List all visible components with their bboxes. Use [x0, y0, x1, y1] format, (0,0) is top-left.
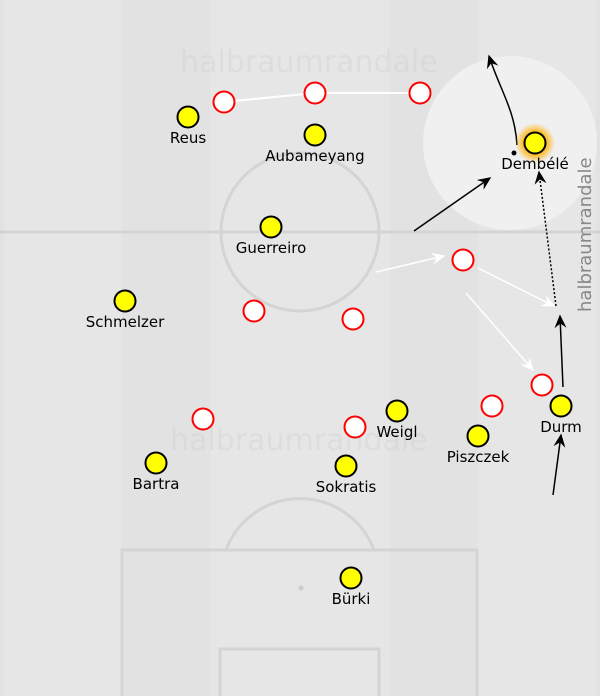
- durm-run-arrow-lower: [552, 433, 566, 496]
- opponent-marker: [191, 407, 215, 431]
- opponents: [191, 81, 554, 439]
- player-name: Aubameyang: [265, 147, 364, 165]
- player-marker: [176, 105, 200, 129]
- player-marker: [144, 451, 168, 475]
- player: Dembélé: [501, 131, 569, 173]
- watermark-vertical: halbraumrandale: [575, 157, 596, 312]
- player-marker: [466, 424, 490, 448]
- player-name: Dembélé: [501, 155, 569, 173]
- player-marker: [259, 215, 283, 239]
- player: Schmelzer: [86, 289, 165, 331]
- penalty-spot: [298, 585, 304, 591]
- watermark-top: halbraumrandale: [180, 45, 438, 80]
- player-marker: [334, 454, 358, 478]
- opponent-marker: [451, 248, 475, 272]
- opponent-marker: [530, 373, 554, 397]
- dembele-run-arrow: [486, 54, 518, 146]
- player: Reus: [170, 105, 206, 147]
- player-name: Schmelzer: [86, 313, 165, 331]
- space-highlight: [423, 56, 597, 230]
- player-marker: [549, 394, 573, 418]
- run-arrow: [413, 177, 492, 232]
- player-marker: [113, 289, 137, 313]
- player: Sokratis: [316, 454, 377, 496]
- opponent-marker: [341, 307, 365, 331]
- player-name: Bartra: [133, 475, 180, 493]
- opponent-marker: [408, 81, 432, 105]
- durm-run-arrow: [554, 314, 567, 388]
- player-name: Durm: [540, 418, 582, 436]
- player: Piszczek: [447, 424, 510, 466]
- player-name: Reus: [170, 129, 206, 147]
- dotted-pass-arrow: [534, 170, 557, 307]
- player-name: Guerreiro: [236, 239, 307, 257]
- player-marker: [523, 131, 547, 155]
- player-name: Weigl: [376, 423, 417, 441]
- player: Guerreiro: [236, 215, 307, 257]
- player-marker: [385, 399, 409, 423]
- player-name: Bürki: [332, 590, 371, 608]
- player: Aubameyang: [265, 123, 365, 165]
- player-name: Piszczek: [447, 448, 510, 466]
- player-marker: [339, 566, 363, 590]
- opponent-marker: [343, 415, 367, 439]
- player: Durm: [540, 394, 582, 436]
- pitch-lines: [0, 151, 600, 696]
- opponent-marker: [480, 394, 504, 418]
- opponent-marker: [303, 81, 327, 105]
- player: Weigl: [376, 399, 418, 441]
- opponent-marker: [242, 299, 266, 323]
- opponent-marker: [212, 90, 236, 114]
- player-marker: [303, 123, 327, 147]
- player: Bürki: [332, 566, 371, 608]
- team-players: Reus Aubameyang Dembélé Guerreiro Schmelzer W…: [86, 105, 582, 608]
- player: Bartra: [133, 451, 180, 493]
- player-name: Sokratis: [316, 478, 377, 496]
